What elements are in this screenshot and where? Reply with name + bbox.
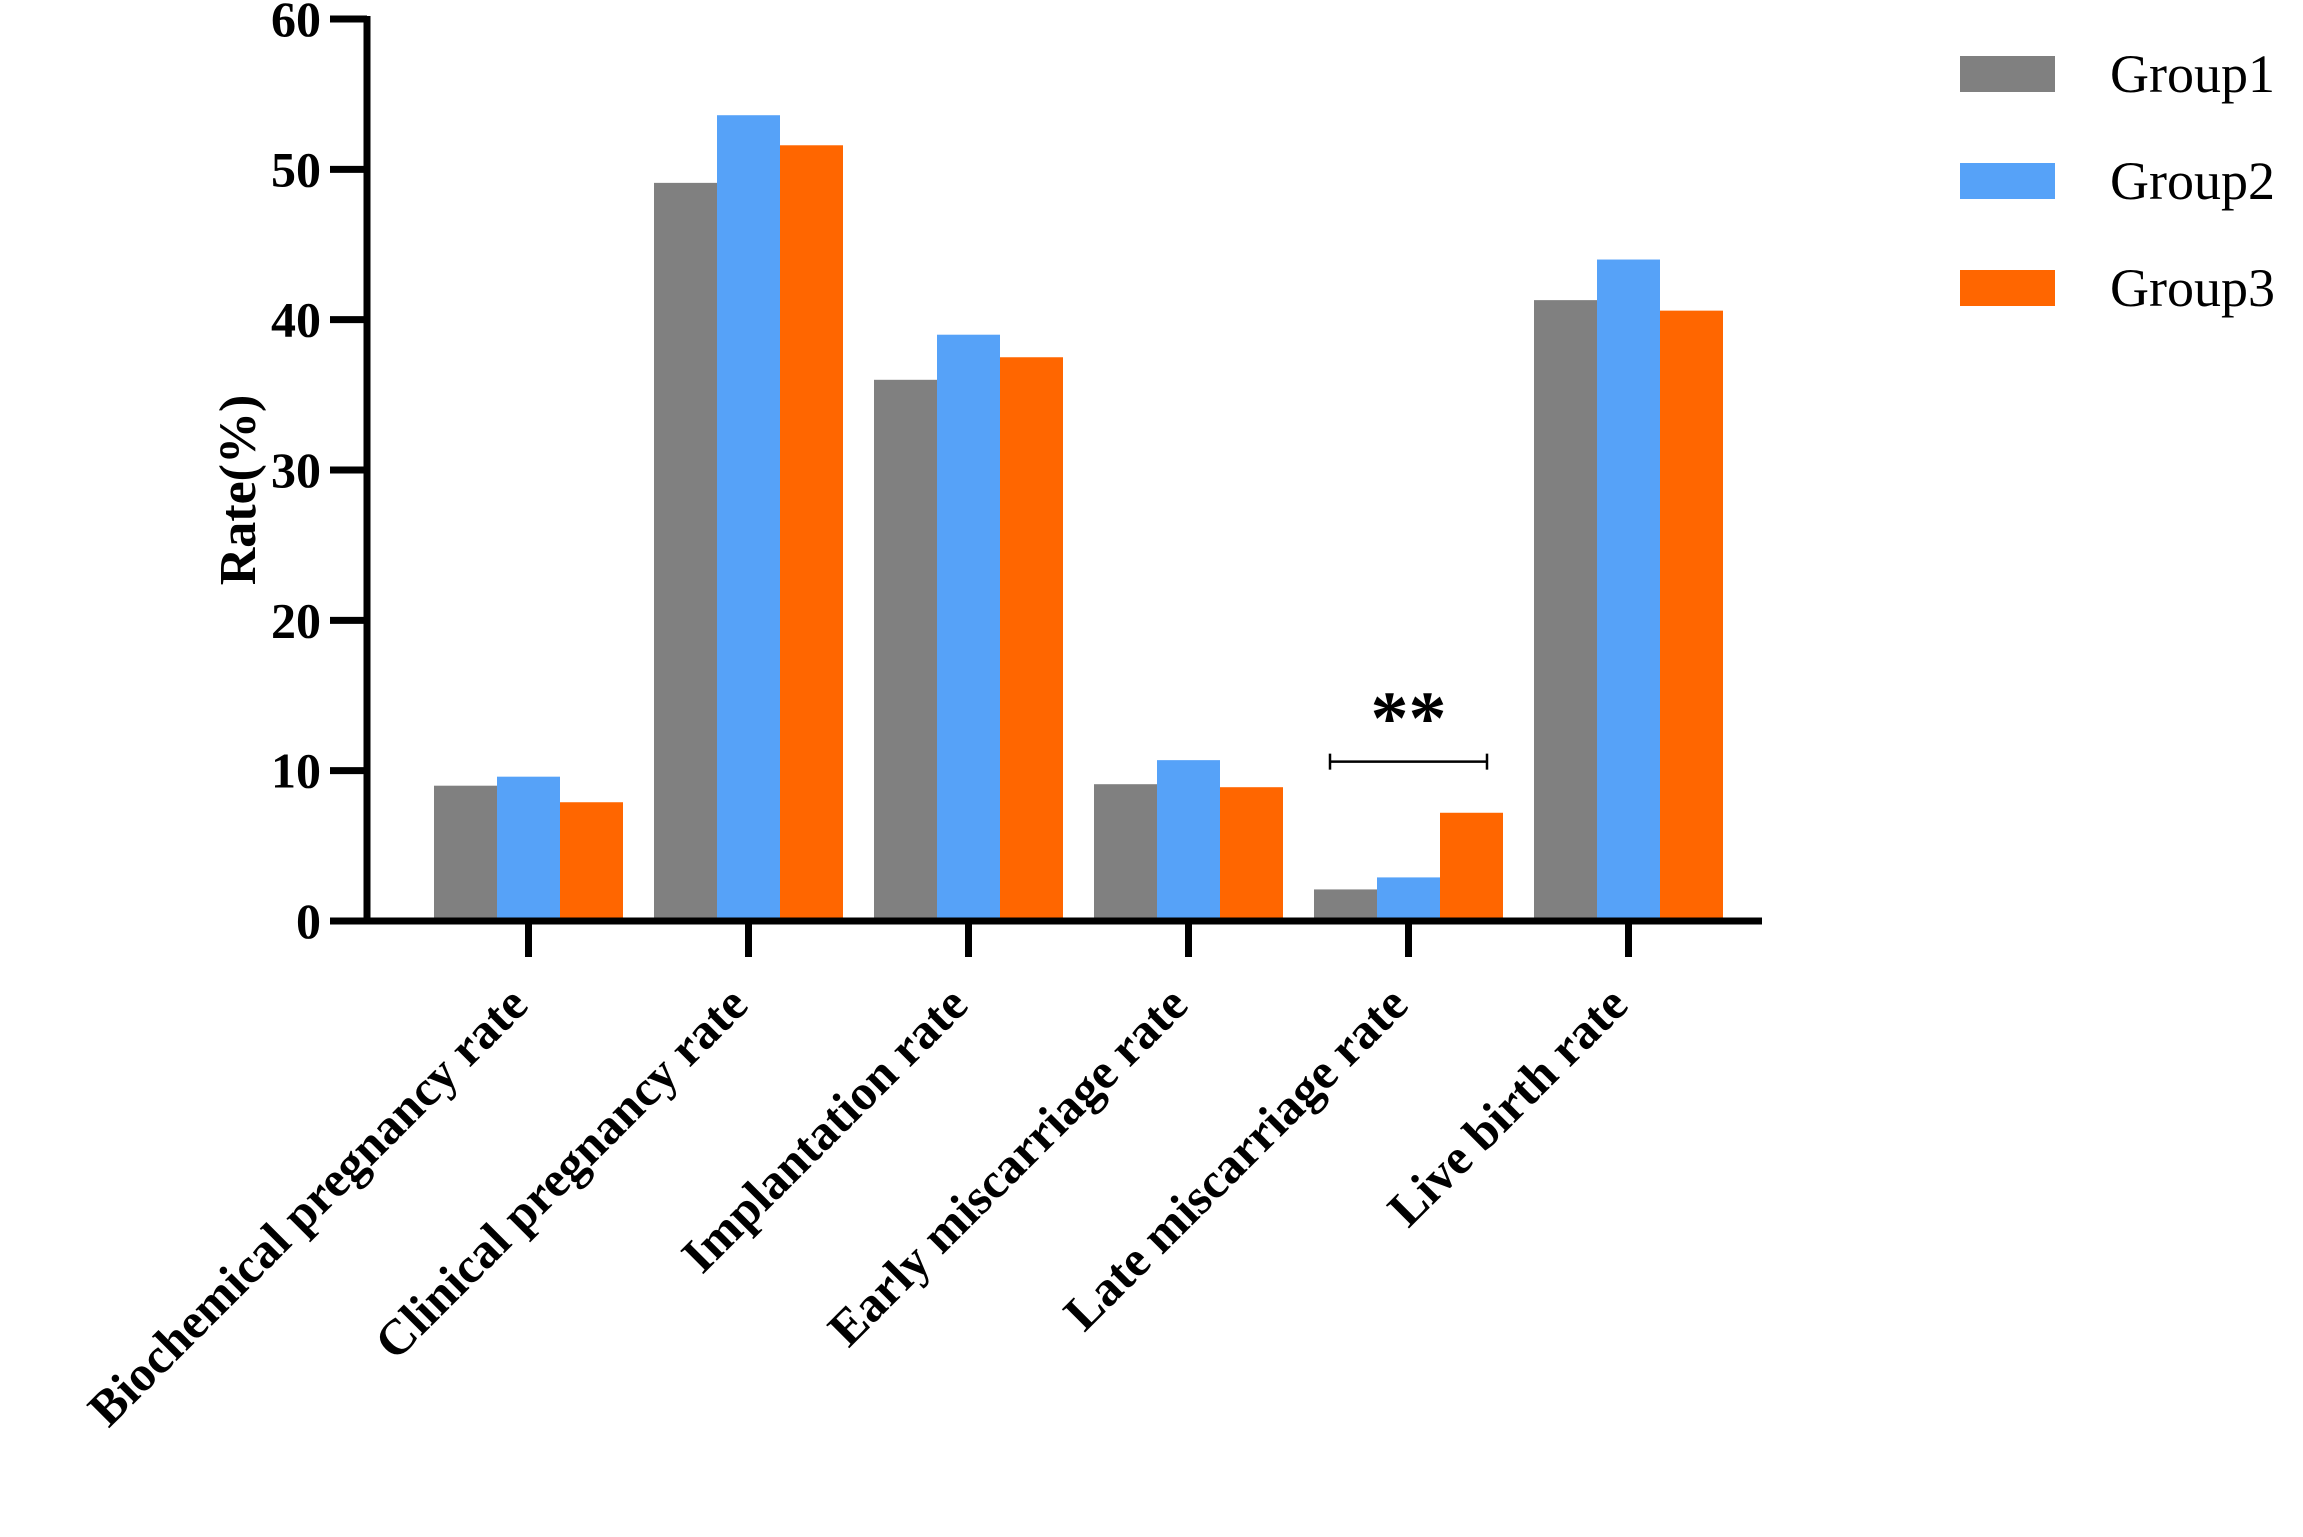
legend-swatch-group1 [1960, 56, 2055, 92]
y-axis-ticks: 0 10 20 30 40 50 60 [271, 0, 367, 949]
bar-group3-clinical-pregnancy-rate [780, 145, 843, 921]
bar-group1-late-miscarriage-rate [1314, 889, 1377, 921]
bar-group2-early-miscarriage-rate [1157, 760, 1220, 921]
bar-group1-clinical-pregnancy-rate [654, 182, 717, 921]
x-axis [364, 917, 1762, 957]
significance-annotations: ** [1328, 677, 1489, 770]
bar-group2-late-miscarriage-rate [1377, 877, 1440, 921]
significance-label: ** [1371, 677, 1447, 761]
bar-group2-biochemical-pregnancy-rate [497, 776, 560, 921]
x-category-label: Biochemical pregnancy rate [77, 975, 538, 1436]
bar-group1-early-miscarriage-rate [1094, 784, 1157, 921]
bar-group2-clinical-pregnancy-rate [717, 115, 780, 922]
y-tick-label: 20 [271, 592, 321, 648]
y-tick-label: 30 [271, 442, 321, 498]
bar-group3-late-miscarriage-rate [1440, 812, 1503, 921]
bar-group3-implantation-rate [1000, 357, 1063, 921]
bars [434, 115, 1723, 922]
legend-label-group2: Group2 [2110, 151, 2275, 211]
bar-group3-early-miscarriage-rate [1220, 787, 1283, 921]
x-category-label: Early miscarriage rate [817, 975, 1198, 1356]
y-tick-label: 60 [271, 0, 321, 47]
y-tick-label: 0 [296, 893, 321, 949]
bar-group3-live-birth-rate [1660, 310, 1723, 921]
y-axis-title: Rate(%) [210, 395, 267, 586]
y-tick-label: 50 [271, 141, 321, 197]
bar-group1-live-birth-rate [1534, 300, 1597, 922]
x-category-label: Clinical pregnancy rate [364, 975, 758, 1369]
legend-swatch-group3 [1960, 270, 2055, 306]
legend-swatch-group2 [1960, 163, 2055, 199]
bar-group1-implantation-rate [874, 379, 937, 921]
bar-group1-biochemical-pregnancy-rate [434, 785, 497, 921]
bar-group2-live-birth-rate [1597, 259, 1660, 921]
bar-group2-implantation-rate [937, 334, 1000, 921]
legend-label-group3: Group3 [2110, 258, 2275, 318]
legend: Group1 Group2 Group3 [1960, 44, 2275, 318]
legend-label-group1: Group1 [2110, 44, 2275, 104]
y-tick-label: 10 [271, 743, 321, 799]
y-tick-label: 40 [271, 292, 321, 348]
bar-group3-biochemical-pregnancy-rate [560, 802, 623, 921]
